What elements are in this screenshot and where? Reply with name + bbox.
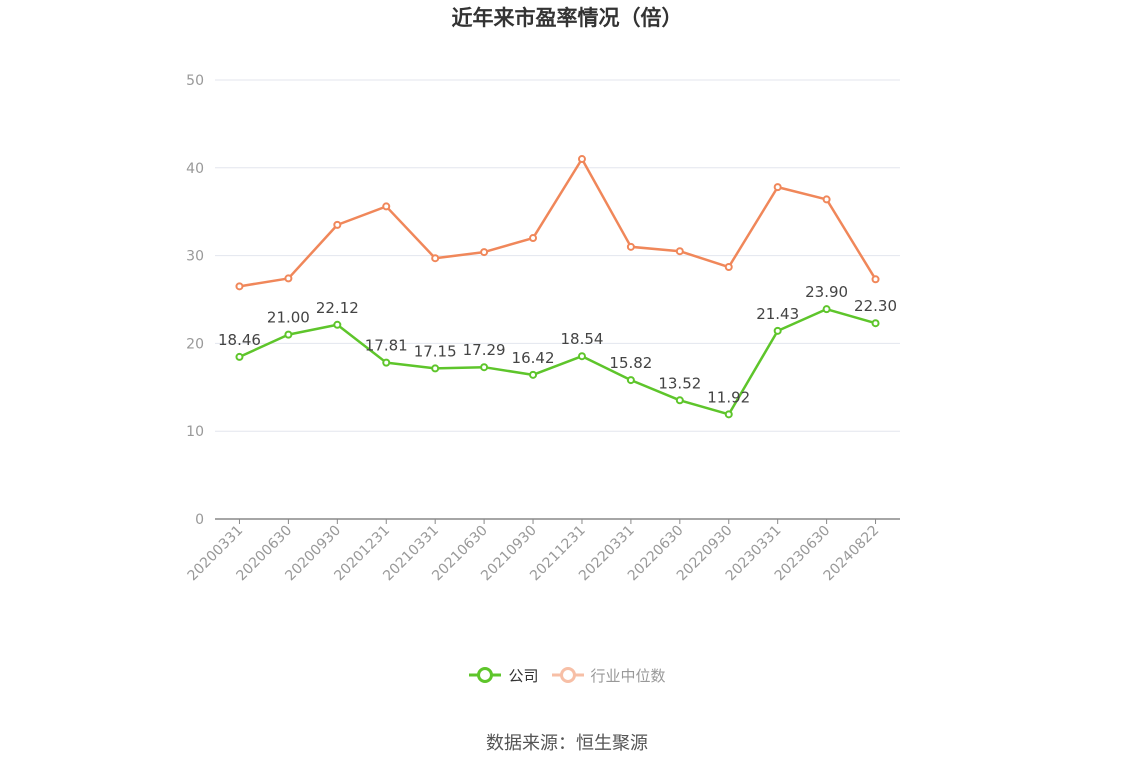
company-data-point bbox=[773, 326, 782, 335]
y-tick-label: 10 bbox=[186, 424, 204, 440]
legend-company-label: 公司 bbox=[508, 666, 539, 685]
data-labels: 18.46 21.00 22.12 17.81 17.15 17.29 16.42 18.54… bbox=[218, 283, 897, 406]
data-label: 17.29 bbox=[463, 341, 506, 359]
company-data-point bbox=[235, 352, 244, 361]
y-tick-label: 30 bbox=[186, 249, 204, 265]
company-data-point bbox=[724, 410, 733, 419]
chart-title: 近年来市盈率情况（倍） bbox=[451, 6, 683, 30]
y-axis-ticks: 0 10 20 30 40 50 bbox=[186, 73, 204, 528]
data-label: 18.46 bbox=[218, 331, 261, 349]
data-label: 17.81 bbox=[365, 337, 408, 355]
industry-data-point bbox=[284, 274, 293, 283]
legend-industry-icon bbox=[551, 667, 584, 683]
company-data-point bbox=[675, 396, 684, 405]
y-tick-label: 40 bbox=[186, 161, 204, 177]
data-label: 13.52 bbox=[658, 374, 701, 392]
data-label: 17.15 bbox=[414, 342, 457, 360]
industry-data-point bbox=[235, 282, 244, 291]
industry-data-point bbox=[626, 242, 635, 251]
data-label: 21.43 bbox=[756, 305, 799, 323]
series-lines bbox=[235, 155, 880, 419]
data-label: 15.82 bbox=[609, 354, 652, 372]
industry-data-point bbox=[480, 248, 489, 257]
data-label: 23.90 bbox=[805, 283, 848, 301]
company-data-point bbox=[577, 352, 586, 361]
legend-company-icon bbox=[469, 667, 502, 683]
industry-data-point bbox=[577, 155, 586, 164]
industry-data-point bbox=[871, 275, 880, 284]
industry-series-line bbox=[239, 157, 877, 288]
data-label: 11.92 bbox=[707, 388, 750, 406]
legend: 公司 行业中位数 bbox=[0, 664, 1134, 686]
company-data-point bbox=[431, 364, 440, 373]
data-label: 22.30 bbox=[854, 297, 897, 315]
industry-data-point bbox=[773, 183, 782, 192]
data-source: 数据来源：恒生聚源 bbox=[486, 733, 648, 754]
data-label: 16.42 bbox=[512, 349, 555, 367]
data-label: 18.54 bbox=[560, 330, 603, 348]
y-tick-label: 20 bbox=[186, 336, 204, 352]
industry-data-point bbox=[382, 202, 391, 211]
data-label: 22.12 bbox=[316, 299, 359, 317]
legend-item-industry[interactable]: 行业中位数 bbox=[551, 664, 666, 686]
industry-data-point bbox=[724, 263, 733, 272]
data-label: 21.00 bbox=[267, 309, 310, 327]
industry-data-point bbox=[675, 247, 684, 256]
y-tick-label: 0 bbox=[195, 512, 204, 528]
grid-lines bbox=[215, 79, 900, 432]
industry-data-point bbox=[333, 220, 342, 229]
x-axis: 2020033120200630202009302020123120210331… bbox=[185, 518, 900, 584]
industry-data-point bbox=[431, 254, 440, 263]
legend-item-company[interactable]: 公司 bbox=[468, 664, 539, 686]
company-series-line bbox=[238, 307, 876, 416]
legend-industry-label: 行业中位数 bbox=[590, 666, 666, 685]
company-data-point bbox=[284, 330, 293, 339]
company-data-point bbox=[529, 370, 538, 379]
industry-data-point bbox=[822, 195, 831, 204]
company-data-point bbox=[480, 363, 489, 372]
company-data-point bbox=[382, 358, 391, 367]
industry-data-point bbox=[529, 234, 538, 243]
company-data-point bbox=[822, 305, 831, 314]
company-data-point bbox=[626, 376, 635, 385]
company-data-point bbox=[871, 319, 880, 328]
company-data-point bbox=[333, 320, 342, 329]
y-tick-label: 50 bbox=[186, 73, 204, 89]
